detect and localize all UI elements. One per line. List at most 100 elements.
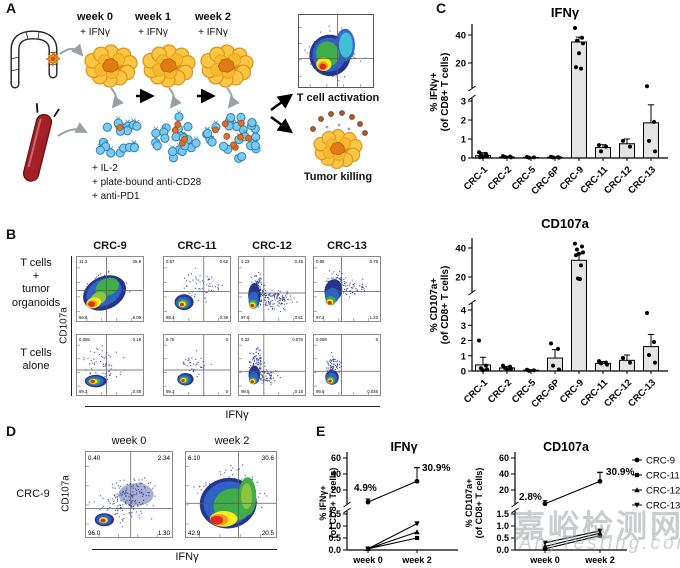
flow-plot-crc11-organoids: 0.57 0.62 98.4 0.39 — [163, 256, 231, 322]
bar-chart-ifny: CRC-1CRC-2CRC-5CRC-6PCRC-9CRC-11CRC-12CR… — [429, 5, 668, 197]
tumor-killing-icon — [310, 110, 368, 169]
panelb-row1-label: T cells + tumor organoids — [0, 257, 72, 310]
svg-text:1.30: 1.30 — [158, 530, 171, 537]
svg-text:0.39: 0.39 — [220, 315, 229, 320]
svg-text:42.9: 42.9 — [188, 530, 201, 537]
paneld-y-axis-label: CD107a — [60, 475, 72, 512]
panelb-x-axis-label: IFNγ — [225, 409, 249, 421]
svg-text:20.5: 20.5 — [262, 530, 275, 537]
svg-text:97.2: 97.2 — [316, 315, 325, 320]
svg-text:(of CD8+ T cells): (of CD8+ T cells) — [440, 53, 451, 132]
svg-text:0.5: 0.5 — [496, 533, 509, 543]
tcell-cluster-week1-icon — [151, 110, 201, 163]
svg-text:4.9%: 4.9% — [354, 483, 377, 494]
paneld-x-axis-label: IFNγ — [175, 551, 199, 563]
svg-text:0.18: 0.18 — [133, 337, 142, 342]
svg-text:60: 60 — [499, 453, 509, 463]
svg-text:CRC-11: CRC-11 — [646, 471, 680, 482]
svg-text:1.5: 1.5 — [496, 509, 509, 519]
svg-text:0.48: 0.48 — [133, 389, 142, 394]
svg-text:6.09: 6.09 — [133, 315, 142, 320]
line-chart-ifny: 0.0 0.5 1.0 1.5 20 40 60 week 0 week 2 4.9% 30.9% I… — [318, 440, 458, 565]
ifny-additive-week0: + IFNγ — [80, 27, 110, 38]
svg-text:97.8: 97.8 — [241, 315, 250, 320]
panelb-col-crc9: CRC-9 — [93, 240, 127, 252]
svg-text:11.3: 11.3 — [79, 259, 88, 264]
ifny-additive-week2: + IFNγ — [198, 27, 228, 38]
svg-text:(of CD8+ T cells): (of CD8+ T cells) — [440, 266, 451, 345]
week0-header: week 0 — [76, 11, 114, 23]
svg-text:(of CD8+ T cells): (of CD8+ T cells) — [474, 468, 484, 539]
tcell-cluster-week0-icon — [95, 116, 142, 158]
week1-header: week 1 — [134, 11, 172, 23]
svg-text:2: 2 — [461, 116, 466, 127]
bar-chart-cd107a: CRC-1CRC-2CRC-5CRC-6PCRC-9CRC-11CRC-12CR… — [429, 216, 668, 410]
paneld-week0-header: week 0 — [111, 435, 147, 447]
svg-text:40: 40 — [331, 469, 341, 479]
additive-il2: + IL-2 — [92, 163, 118, 174]
svg-text:0: 0 — [461, 154, 466, 165]
panelb-col-crc11: CRC-11 — [177, 240, 217, 252]
flow-plot-crc12-alone: 0.32 0.076 99.5 0.15 — [238, 334, 306, 396]
svg-text:20: 20 — [455, 59, 466, 70]
svg-text:(of CD8+ T cells): (of CD8+ T cells) — [328, 468, 338, 539]
svg-text:96.0: 96.0 — [88, 530, 101, 537]
panelb-row2-label: T cells alone — [0, 347, 72, 373]
flow-plot-crc12-organoids: 1.23 0.45 97.8 0.51 — [238, 256, 306, 322]
svg-text:0.058: 0.058 — [316, 337, 327, 342]
svg-text:0.046: 0.046 — [367, 389, 378, 394]
svg-text:week 0: week 0 — [352, 555, 383, 565]
svg-text:99.5: 99.5 — [241, 389, 250, 394]
row2-line2: alone — [22, 360, 50, 373]
panelb-col-crc13: CRC-13 — [327, 240, 367, 252]
panel-label-d: D — [6, 423, 17, 439]
watermark-chinese: 嘉峪检测网 — [514, 509, 680, 544]
svg-text:3: 3 — [461, 321, 466, 332]
svg-text:week 2: week 2 — [401, 555, 432, 565]
flow-plot-crc9-alone: 0.055 0.18 99.3 0.48 — [76, 334, 144, 396]
panel-label-e: E — [316, 423, 326, 439]
svg-text:CD107a: CD107a — [543, 440, 590, 454]
svg-text:1.23: 1.23 — [241, 259, 250, 264]
svg-text:1: 1 — [461, 351, 467, 362]
svg-text:CRC-1: CRC-1 — [462, 164, 491, 193]
outcome-killing-label: Tumor killing — [303, 171, 373, 183]
svg-text:30.9%: 30.9% — [606, 467, 634, 478]
svg-text:% CD107a+: % CD107a+ — [429, 278, 440, 332]
svg-text:0.45: 0.45 — [295, 259, 304, 264]
svg-text:0: 0 — [461, 367, 466, 378]
paneld-sample-label: CRC-9 — [16, 488, 50, 500]
svg-text:98.4: 98.4 — [166, 315, 175, 320]
svg-text:1.23: 1.23 — [370, 315, 379, 320]
svg-text:CRC-1: CRC-1 — [462, 377, 491, 406]
svg-text:30.9%: 30.9% — [422, 463, 450, 474]
svg-text:2: 2 — [461, 336, 466, 347]
svg-text:0.75: 0.75 — [166, 337, 175, 342]
svg-text:2.8%: 2.8% — [519, 492, 542, 503]
svg-text:0: 0 — [226, 389, 229, 394]
svg-text:20: 20 — [499, 485, 509, 495]
panelb-x-axis-line — [85, 406, 380, 407]
svg-text:20: 20 — [331, 485, 341, 495]
svg-text:IFNγ: IFNγ — [551, 5, 580, 20]
svg-text:3: 3 — [461, 97, 466, 108]
week2-header: week 2 — [194, 11, 232, 23]
flow-plot-crc11-alone: 0.75 0 99.3 0 — [163, 334, 231, 396]
svg-text:6.10: 6.10 — [188, 455, 201, 462]
paneld-week2-header: week 2 — [214, 435, 250, 447]
flow-plot-crc9-week2: 6.10 30.6 42.9 20.5 — [185, 451, 277, 538]
svg-text:40: 40 — [455, 31, 466, 42]
svg-text:% IFNγ+: % IFNγ+ — [429, 72, 440, 111]
svg-text:CRC-2: CRC-2 — [486, 377, 514, 405]
svg-text:99.3: 99.3 — [79, 389, 88, 394]
svg-text:0: 0 — [226, 337, 229, 342]
flow-plot-crc13-alone: 0.058 0 99.9 0.046 — [313, 334, 381, 396]
svg-text:CRC-12: CRC-12 — [646, 486, 680, 497]
svg-text:week 2: week 2 — [584, 555, 615, 565]
svg-text:0.076: 0.076 — [292, 337, 303, 342]
ifny-additive-week1: + IFNγ — [138, 27, 168, 38]
paneld-x-axis-line — [92, 549, 277, 550]
svg-text:week 0: week 0 — [529, 555, 560, 565]
colon-icon — [10, 30, 61, 89]
